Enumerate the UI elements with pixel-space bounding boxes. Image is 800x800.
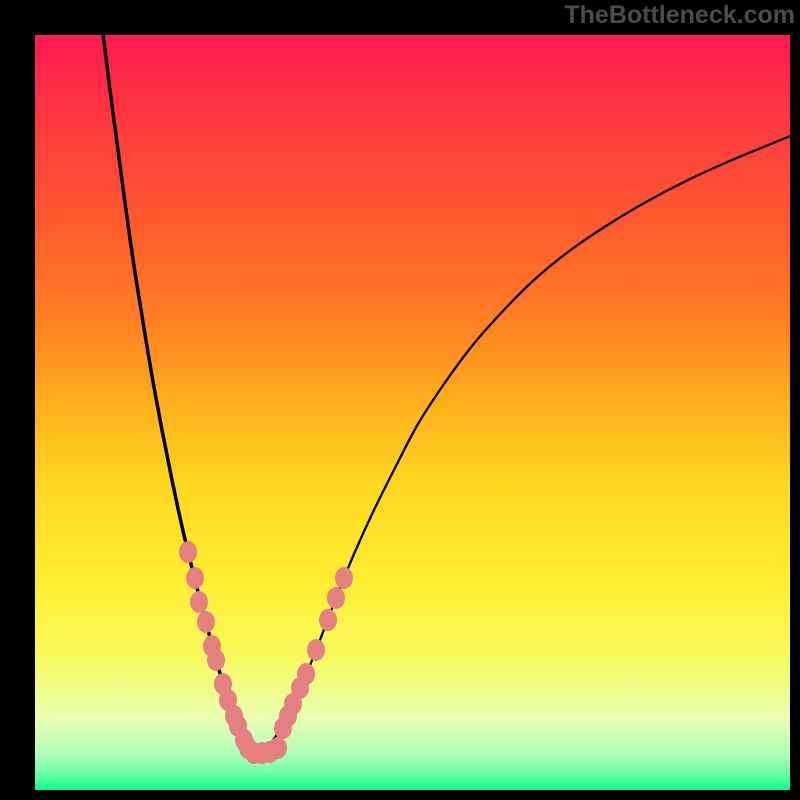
marker-left	[186, 567, 204, 589]
marker-left	[207, 649, 225, 671]
marker-right	[307, 639, 325, 661]
marker-left	[179, 541, 197, 563]
bottleneck-chart	[35, 35, 790, 790]
marker-right	[327, 587, 345, 609]
marker-right	[319, 609, 337, 631]
plot-background	[35, 35, 790, 790]
watermark: TheBottleneck.com	[564, 3, 795, 28]
marker-left	[197, 611, 215, 633]
marker-left	[190, 591, 208, 613]
marker-bottom	[269, 737, 287, 759]
marker-right	[297, 663, 315, 685]
marker-right	[335, 567, 353, 589]
